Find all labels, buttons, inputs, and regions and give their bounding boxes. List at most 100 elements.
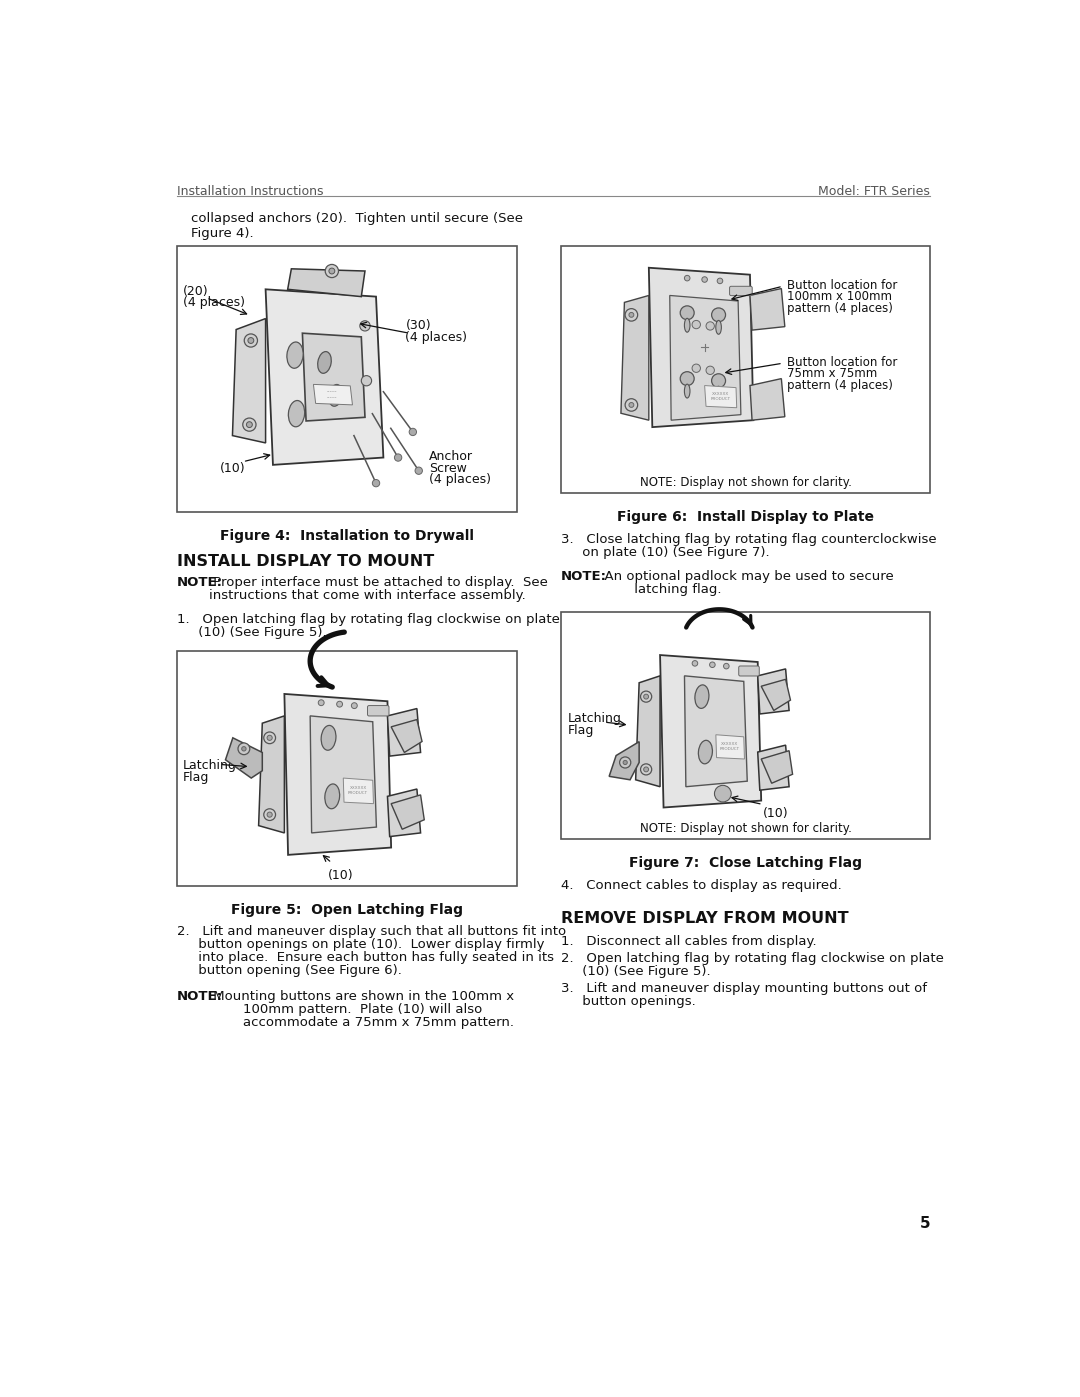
Text: REMOVE DISPLAY FROM MOUNT: REMOVE DISPLAY FROM MOUNT: [562, 911, 849, 926]
Text: Button location for: Button location for: [786, 278, 897, 292]
Polygon shape: [232, 319, 266, 443]
Text: (10) (See Figure 5).: (10) (See Figure 5).: [562, 964, 711, 978]
Circle shape: [680, 306, 694, 320]
Circle shape: [325, 264, 338, 278]
Text: Figure 4:  Installation to Drywall: Figure 4: Installation to Drywall: [220, 529, 474, 543]
Text: Figure 5:  Open Latching Flag: Figure 5: Open Latching Flag: [231, 902, 463, 916]
Circle shape: [264, 732, 275, 743]
Ellipse shape: [328, 384, 342, 407]
Text: Figure 4).: Figure 4).: [191, 226, 254, 240]
Circle shape: [319, 700, 324, 705]
Ellipse shape: [699, 740, 713, 764]
Text: collapsed anchors (20).  Tighten until secure (See: collapsed anchors (20). Tighten until se…: [191, 211, 523, 225]
Circle shape: [644, 694, 649, 698]
Text: 3.   Close latching flag by rotating flag counterclockwise: 3. Close latching flag by rotating flag …: [562, 532, 936, 546]
Polygon shape: [750, 379, 785, 420]
Polygon shape: [660, 655, 761, 807]
Polygon shape: [704, 386, 737, 408]
Text: 100mm pattern.  Plate (10) will also: 100mm pattern. Plate (10) will also: [210, 1003, 483, 1016]
Text: (10): (10): [328, 869, 353, 882]
Polygon shape: [621, 295, 649, 420]
Text: 100mm x 100mm: 100mm x 100mm: [786, 291, 892, 303]
Circle shape: [264, 809, 275, 820]
Polygon shape: [310, 715, 377, 833]
Text: 3.   Lift and maneuver display mounting buttons out of: 3. Lift and maneuver display mounting bu…: [562, 982, 928, 995]
Polygon shape: [685, 676, 747, 787]
Text: 1.   Disconnect all cables from display.: 1. Disconnect all cables from display.: [562, 935, 816, 947]
Circle shape: [267, 812, 272, 817]
Text: accommodate a 75mm x 75mm pattern.: accommodate a 75mm x 75mm pattern.: [210, 1016, 514, 1030]
Text: NOTE: Display not shown for clarity.: NOTE: Display not shown for clarity.: [639, 475, 852, 489]
FancyBboxPatch shape: [730, 286, 752, 296]
Circle shape: [710, 662, 715, 668]
Text: 75mm x 75mm: 75mm x 75mm: [786, 367, 877, 380]
Circle shape: [724, 664, 729, 669]
Circle shape: [238, 743, 249, 754]
Text: Flag: Flag: [183, 771, 210, 784]
Circle shape: [415, 467, 422, 475]
Text: Mounting buttons are shown in the 100mm x: Mounting buttons are shown in the 100mm …: [210, 990, 514, 1003]
Text: (4 places): (4 places): [429, 474, 490, 486]
Circle shape: [692, 320, 701, 328]
Circle shape: [712, 307, 726, 321]
Text: instructions that come with interface assembly.: instructions that come with interface as…: [210, 588, 526, 602]
Text: Figure 6:  Install Display to Plate: Figure 6: Install Display to Plate: [617, 510, 874, 524]
Ellipse shape: [287, 342, 303, 369]
Text: button opening (See Figure 6).: button opening (See Figure 6).: [177, 964, 402, 977]
Text: ------
------: ------ ------: [326, 390, 337, 400]
Text: pattern (4 places): pattern (4 places): [786, 379, 893, 391]
Polygon shape: [670, 295, 741, 420]
Circle shape: [644, 767, 649, 771]
Text: button openings.: button openings.: [562, 995, 696, 1007]
Bar: [562, 246, 930, 493]
Polygon shape: [258, 715, 284, 833]
Bar: [177, 246, 517, 511]
Ellipse shape: [685, 319, 690, 332]
Text: Screw: Screw: [429, 462, 467, 475]
Circle shape: [702, 277, 707, 282]
Text: on plate (10) (See Figure 7).: on plate (10) (See Figure 7).: [562, 546, 770, 559]
Ellipse shape: [694, 685, 708, 708]
Polygon shape: [391, 719, 422, 753]
Text: Latching: Latching: [183, 759, 237, 773]
Text: XXXXXX
PRODUCT: XXXXXX PRODUCT: [711, 393, 731, 401]
Text: latching flag.: latching flag.: [596, 583, 721, 595]
Text: Flag: Flag: [567, 724, 594, 736]
Circle shape: [692, 365, 701, 373]
Circle shape: [337, 701, 342, 707]
Polygon shape: [761, 679, 791, 711]
Polygon shape: [391, 795, 424, 830]
Circle shape: [692, 661, 698, 666]
Ellipse shape: [325, 784, 339, 809]
Polygon shape: [266, 289, 383, 465]
Circle shape: [623, 760, 627, 764]
Circle shape: [640, 692, 651, 703]
Text: 1.   Open latching flag by rotating flag clockwise on plate: 1. Open latching flag by rotating flag c…: [177, 613, 559, 626]
Text: Installation Instructions: Installation Instructions: [177, 184, 323, 197]
Bar: [177, 651, 517, 886]
Circle shape: [706, 366, 714, 374]
Polygon shape: [761, 750, 793, 784]
Text: NOTE:: NOTE:: [562, 570, 607, 583]
Text: pattern (4 places): pattern (4 places): [786, 302, 893, 314]
Circle shape: [706, 321, 714, 330]
Circle shape: [360, 321, 370, 331]
Circle shape: [629, 313, 634, 317]
Circle shape: [243, 418, 256, 432]
Circle shape: [362, 376, 372, 386]
Polygon shape: [313, 384, 352, 405]
Circle shape: [717, 278, 723, 284]
Circle shape: [248, 338, 254, 344]
Text: Latching: Latching: [567, 712, 621, 725]
Polygon shape: [636, 676, 660, 787]
Polygon shape: [388, 789, 420, 837]
Circle shape: [246, 422, 253, 427]
Text: Proper interface must be attached to display.  See: Proper interface must be attached to dis…: [210, 576, 549, 588]
Circle shape: [625, 398, 637, 411]
Circle shape: [244, 334, 257, 346]
Ellipse shape: [685, 384, 690, 398]
FancyBboxPatch shape: [739, 666, 759, 676]
Circle shape: [640, 764, 651, 775]
Circle shape: [620, 757, 631, 768]
Circle shape: [685, 275, 690, 281]
